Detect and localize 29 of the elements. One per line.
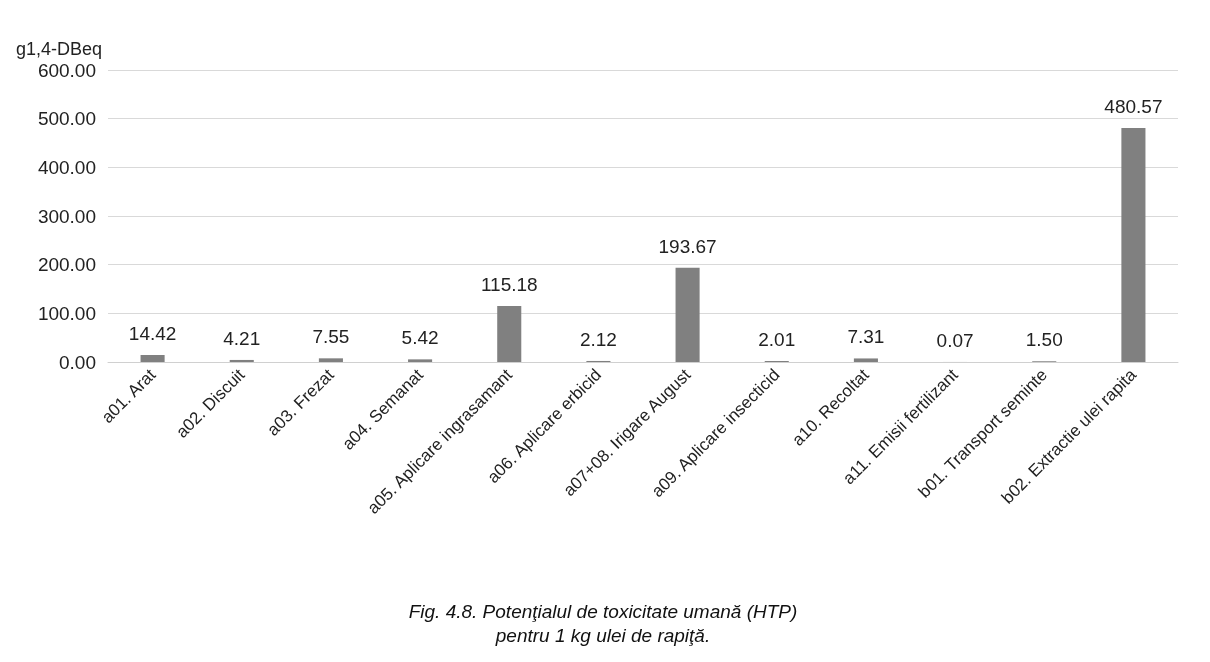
data-label: 0.07: [936, 329, 974, 351]
bar: [675, 267, 700, 362]
y-tick-label: 300.00: [37, 205, 96, 227]
data-label: 5.42: [401, 327, 439, 349]
text: Fig. 4.8. Potenţialul de toxicitate umană (HTP) pentru 1 kg ulei de rapiţă.: [408, 600, 798, 646]
y-tick-label: 100.00: [37, 302, 96, 324]
data-label: 4.21: [223, 327, 261, 349]
y-tick-label: 0.00: [59, 351, 96, 373]
bar: [408, 359, 433, 362]
bar: [140, 354, 165, 362]
data-label: 7.31: [847, 326, 885, 348]
data-label: 2.01: [758, 329, 796, 351]
y-tick-label: 600.00: [37, 59, 96, 81]
data-label: 7.55: [312, 326, 350, 348]
data-label: 115.18: [480, 273, 538, 295]
y-axis-title: g1,4-DBeq: [16, 39, 103, 59]
data-label: 480.57: [1104, 96, 1163, 118]
y-tick-label: 500.00: [37, 108, 96, 130]
bar: [318, 358, 343, 362]
y-tick-label: 400.00: [37, 156, 96, 178]
y-tick-label: 200.00: [37, 254, 96, 276]
bar: [853, 358, 878, 362]
bar: [497, 305, 522, 362]
data-label: 2.12: [579, 328, 617, 350]
data-label: 14.42: [128, 322, 177, 344]
data-label: 193.67: [658, 235, 717, 257]
bar: [229, 359, 254, 362]
data-label: 1.50: [1025, 329, 1063, 351]
bar: [1121, 128, 1146, 362]
